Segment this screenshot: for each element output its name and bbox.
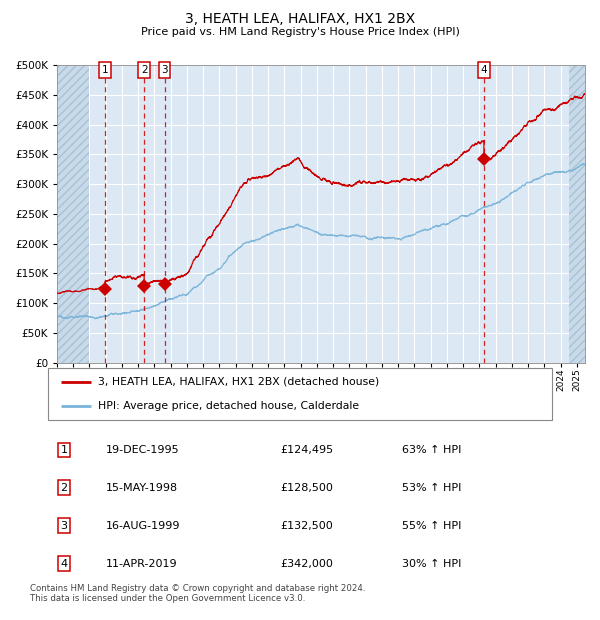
Text: 16-AUG-1999: 16-AUG-1999 — [106, 521, 181, 531]
Text: 1: 1 — [61, 445, 67, 455]
Text: 19-DEC-1995: 19-DEC-1995 — [106, 445, 180, 455]
Text: Contains HM Land Registry data © Crown copyright and database right 2024.
This d: Contains HM Land Registry data © Crown c… — [30, 584, 365, 603]
Text: 3: 3 — [161, 65, 168, 75]
Text: 3, HEATH LEA, HALIFAX, HX1 2BX: 3, HEATH LEA, HALIFAX, HX1 2BX — [185, 12, 415, 27]
Text: HPI: Average price, detached house, Calderdale: HPI: Average price, detached house, Cald… — [98, 401, 359, 411]
Text: Price paid vs. HM Land Registry's House Price Index (HPI): Price paid vs. HM Land Registry's House … — [140, 27, 460, 37]
Text: 30% ↑ HPI: 30% ↑ HPI — [402, 559, 461, 569]
Text: 3, HEATH LEA, HALIFAX, HX1 2BX (detached house): 3, HEATH LEA, HALIFAX, HX1 2BX (detached… — [98, 377, 380, 387]
FancyBboxPatch shape — [48, 368, 552, 420]
Text: 2: 2 — [141, 65, 148, 75]
Text: 63% ↑ HPI: 63% ↑ HPI — [402, 445, 461, 455]
Bar — [57, 65, 89, 363]
Bar — [569, 65, 585, 363]
Text: £132,500: £132,500 — [280, 521, 333, 531]
Text: £124,495: £124,495 — [280, 445, 334, 455]
Text: 15-MAY-1998: 15-MAY-1998 — [106, 483, 178, 493]
Text: 3: 3 — [61, 521, 67, 531]
Text: £128,500: £128,500 — [280, 483, 333, 493]
Text: £342,000: £342,000 — [280, 559, 333, 569]
Text: 11-APR-2019: 11-APR-2019 — [106, 559, 178, 569]
Text: 4: 4 — [481, 65, 487, 75]
Text: 55% ↑ HPI: 55% ↑ HPI — [402, 521, 461, 531]
Text: 53% ↑ HPI: 53% ↑ HPI — [402, 483, 461, 493]
Text: 4: 4 — [60, 559, 67, 569]
Text: 2: 2 — [60, 483, 67, 493]
Text: 1: 1 — [102, 65, 109, 75]
